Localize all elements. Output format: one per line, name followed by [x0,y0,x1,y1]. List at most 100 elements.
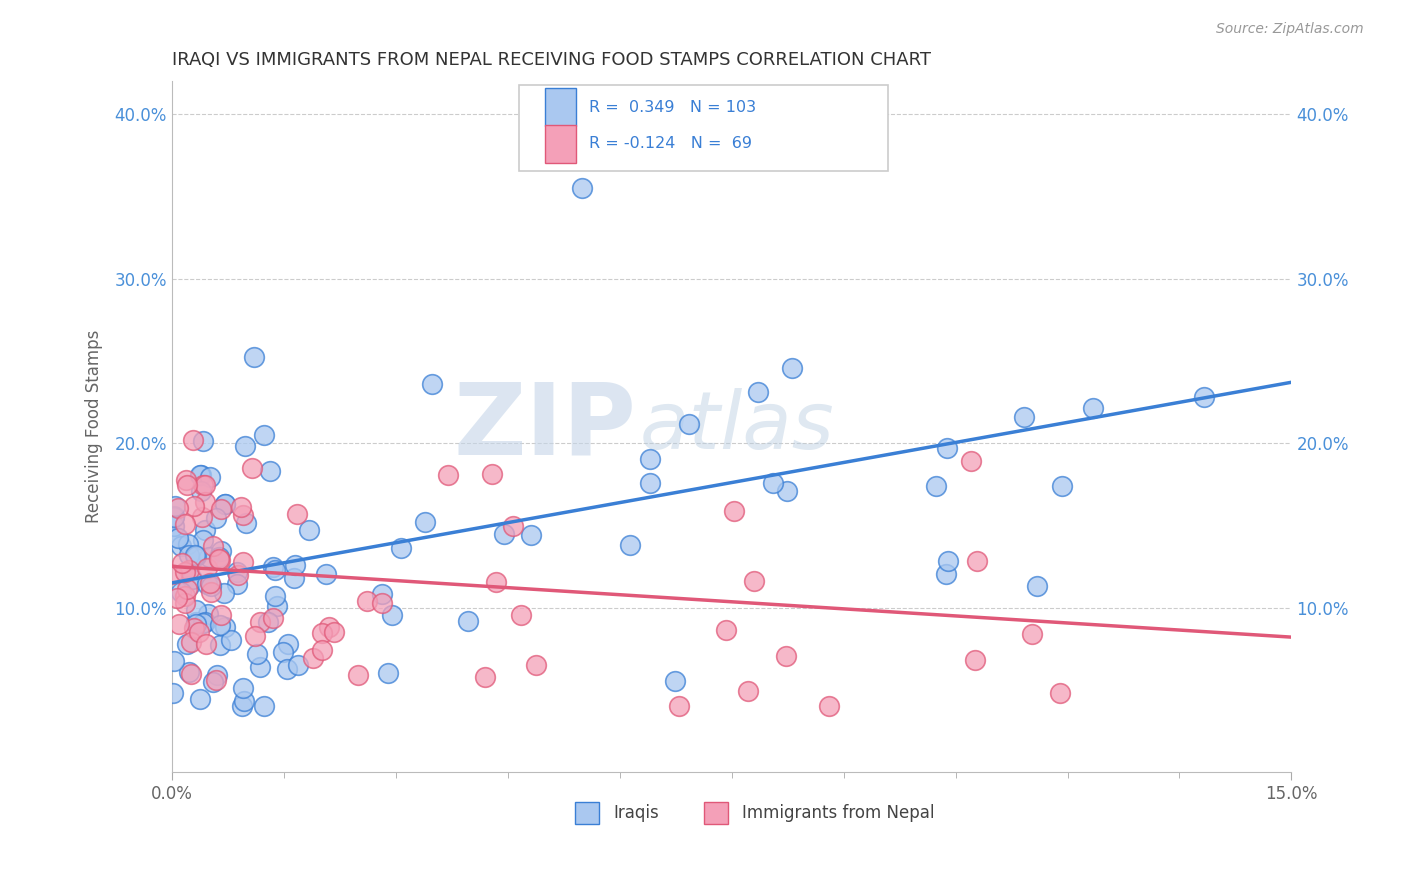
Point [209,607,232,622]
Bar [544,88,576,127]
Point [208,638,231,652]
Point [184,603,207,617]
Point [457,615,479,629]
Point [183,499,205,513]
Point [817,699,839,714]
Point [209,544,232,558]
Point [742,574,765,588]
Point [201,539,224,553]
Point [323,625,346,640]
Point [191,533,214,548]
Point [938,553,960,567]
Point [240,461,263,475]
Point [935,567,957,582]
Point [195,560,218,574]
Point [170,585,193,599]
Point [277,637,299,651]
Point [1192,390,1215,404]
Point [209,501,232,516]
Point [194,615,217,629]
Point [166,591,188,605]
Point [231,699,253,714]
Bar [575,802,599,824]
Point [259,464,281,478]
Text: atlas: atlas [640,388,835,466]
Point [249,615,271,630]
Point [214,497,236,511]
Point [176,637,198,651]
Point [169,616,191,631]
Point [190,483,212,498]
Point [193,478,215,492]
Point [253,699,276,714]
Point [205,510,228,524]
Point [524,658,547,673]
Point [315,566,337,581]
Point [226,577,249,591]
Point [208,552,231,566]
Point [492,527,515,541]
Point [165,531,187,545]
Point [273,645,295,659]
Text: R = -0.124   N =  69: R = -0.124 N = 69 [589,136,752,152]
Point [737,684,759,698]
Point [212,586,235,600]
Point [180,667,202,681]
Point [264,589,287,603]
Point [485,574,508,589]
Text: Iraqis: Iraqis [613,804,658,822]
Point [176,582,198,596]
Point [1025,579,1047,593]
Point [202,675,225,690]
Point [262,560,284,574]
Point [481,467,503,481]
Point [183,621,205,635]
Point [194,495,217,509]
Y-axis label: Receiving Food Stamps: Receiving Food Stamps [86,330,103,524]
Point [200,585,222,599]
Point [177,665,200,680]
Point [198,576,221,591]
Point [186,615,208,629]
Point [371,587,394,601]
Point [193,434,215,449]
Point [716,624,738,638]
Point [194,523,217,537]
Point [256,615,278,630]
Point [176,474,198,488]
Point [163,508,186,523]
Point [207,667,229,681]
Point [170,539,193,553]
Point [747,384,769,399]
Point [243,629,266,643]
Point [205,673,228,687]
Point [1052,479,1074,493]
Point [668,699,690,714]
Point [177,549,200,563]
Point [191,615,214,630]
Point [311,643,333,657]
Point [180,572,202,586]
Point [283,571,305,585]
Point [188,692,211,706]
Point [173,589,195,603]
Point [253,427,276,442]
Point [377,665,399,680]
Point [214,620,236,634]
Point [193,477,215,491]
Point [229,500,252,515]
Point [187,624,209,639]
Point [638,476,661,491]
FancyBboxPatch shape [519,85,889,171]
Point [166,500,188,515]
Point [381,608,404,623]
Point [262,611,284,625]
Point [184,616,207,631]
Point [181,433,204,447]
Point [638,452,661,467]
Point [413,515,436,529]
Point [163,654,186,668]
Point [276,662,298,676]
Point [191,510,214,524]
Point [311,625,333,640]
